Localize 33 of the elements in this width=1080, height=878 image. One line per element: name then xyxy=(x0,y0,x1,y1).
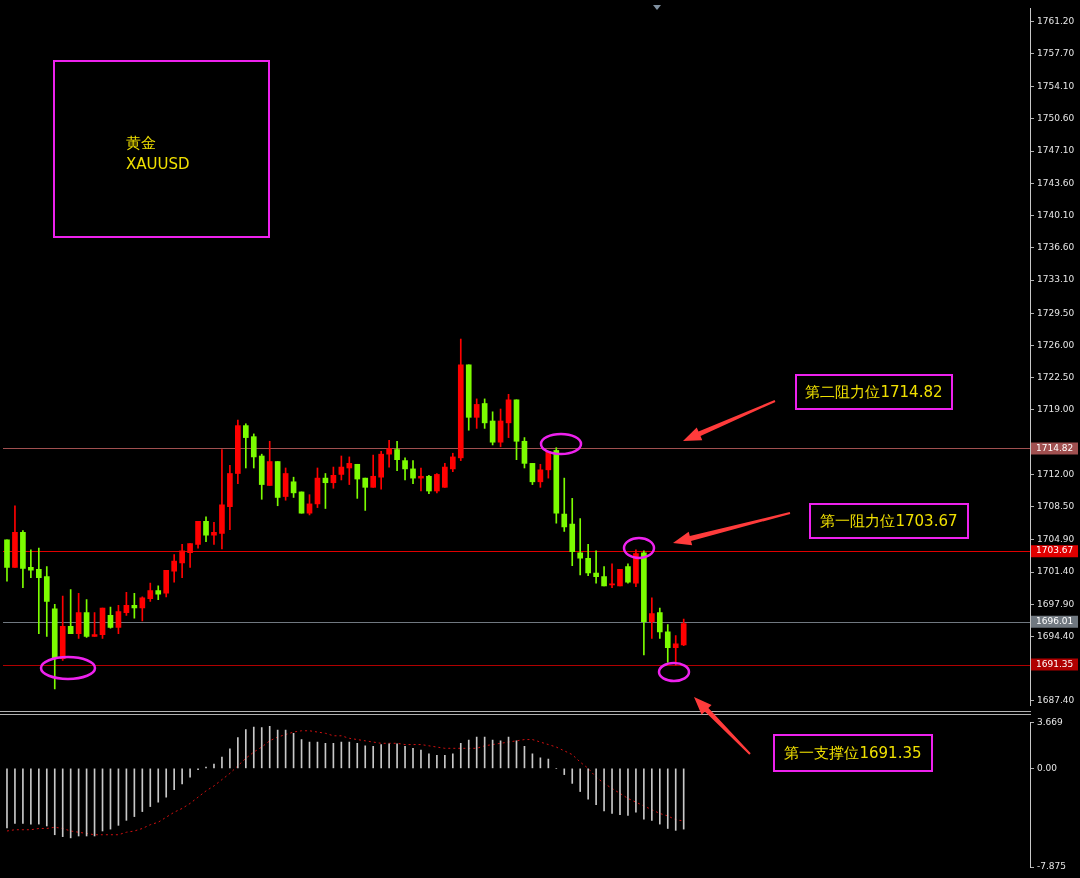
y-tick-label: 1747.10 xyxy=(1037,145,1075,156)
y-tick-label: -7.875 xyxy=(1037,861,1067,872)
y-tick-label: 1757.70 xyxy=(1037,47,1075,58)
y-tick-label: 1694.40 xyxy=(1037,630,1075,641)
y-tick-label: 1743.60 xyxy=(1037,177,1075,188)
y-tick-label: 0.00 xyxy=(1037,762,1058,773)
text: XAUUSD xyxy=(126,155,190,173)
y-tick-label: 1697.90 xyxy=(1037,598,1075,609)
ref-line-label: 1696.01 xyxy=(1036,616,1074,627)
y-tick-label: 1722.50 xyxy=(1037,372,1075,383)
y-tick-label: 1740.10 xyxy=(1037,209,1075,220)
ref-line-label: 1691.35 xyxy=(1036,658,1074,669)
y-tick-label: 1687.40 xyxy=(1037,695,1075,706)
y-tick-label: 1701.40 xyxy=(1037,566,1075,577)
y-tick-label: 1733.10 xyxy=(1037,274,1075,285)
y-tick-label: 3.669 xyxy=(1037,716,1064,727)
annotation: 第一阻力位1703.67 xyxy=(820,511,958,531)
y-tick-label: 1750.60 xyxy=(1037,113,1075,124)
ref-line-label: 1714.82 xyxy=(1036,442,1074,453)
y-tick-label: 1726.00 xyxy=(1037,339,1075,350)
annotation: 第一支撑位1691.35 xyxy=(784,743,922,763)
y-tick-label: 1729.50 xyxy=(1037,307,1075,318)
y-tick-label: 1736.60 xyxy=(1037,242,1075,253)
y-tick-label: 1719.00 xyxy=(1037,404,1075,415)
candlestick xyxy=(617,568,623,587)
annotation: 第二阻力位1714.82 xyxy=(805,382,943,402)
y-tick-label: 1712.00 xyxy=(1037,468,1075,479)
y-tick-label: 1704.90 xyxy=(1037,534,1075,545)
y-tick-label: 1754.10 xyxy=(1037,81,1075,92)
text: 黄金 xyxy=(126,134,156,153)
y-tick-label: 1761.20 xyxy=(1037,15,1075,26)
y-tick-label: 1708.50 xyxy=(1037,501,1075,512)
ref-line-label: 1703.67 xyxy=(1036,545,1074,556)
